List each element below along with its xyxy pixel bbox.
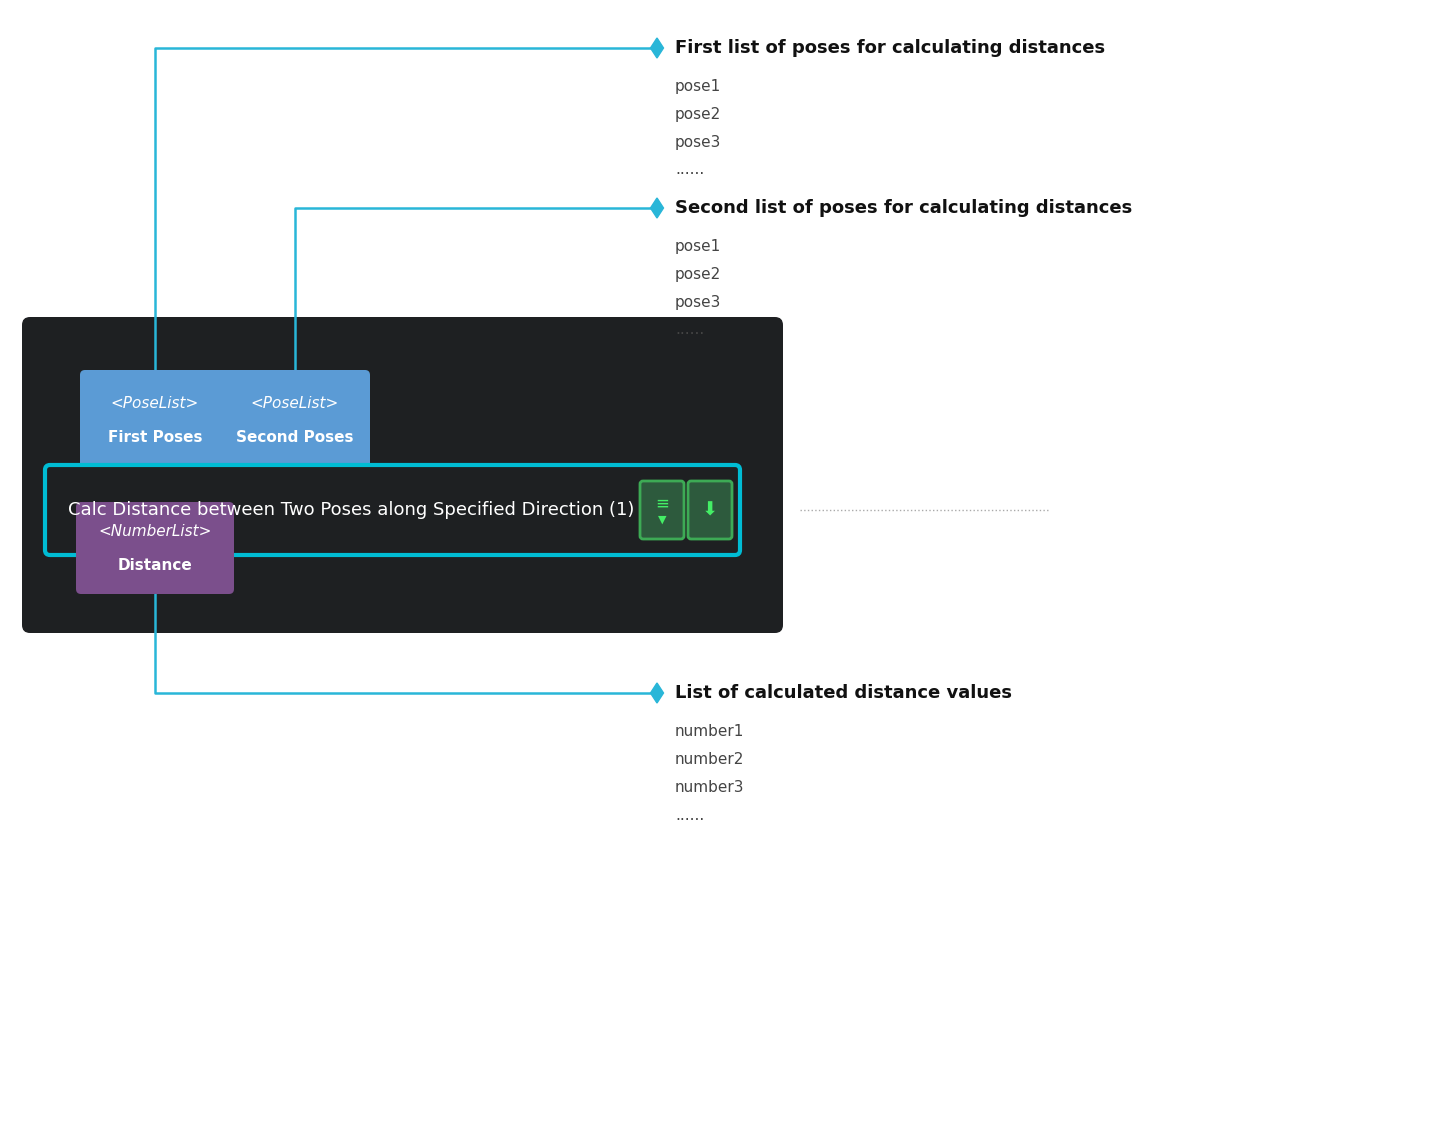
Text: ▼: ▼ [658, 515, 666, 525]
Text: ≡: ≡ [655, 495, 669, 513]
Text: number2: number2 [675, 751, 744, 767]
FancyBboxPatch shape [76, 502, 234, 594]
Text: <PoseList>: <PoseList> [111, 397, 199, 411]
Text: number1: number1 [675, 723, 744, 739]
Polygon shape [650, 198, 663, 217]
Text: List of calculated distance values: List of calculated distance values [675, 684, 1012, 702]
Text: <PoseList>: <PoseList> [251, 397, 339, 411]
Polygon shape [650, 683, 663, 703]
Text: pose2: pose2 [675, 106, 721, 121]
Text: number3: number3 [675, 779, 744, 795]
FancyBboxPatch shape [688, 481, 733, 539]
Text: Second list of poses for calculating distances: Second list of poses for calculating dis… [675, 200, 1132, 217]
Text: pose3: pose3 [675, 295, 721, 309]
Text: Distance: Distance [118, 558, 192, 574]
Text: ......: ...... [675, 163, 704, 177]
Text: Calc Distance between Two Poses along Specified Direction (1): Calc Distance between Two Poses along Sp… [68, 501, 634, 519]
FancyBboxPatch shape [45, 465, 740, 555]
FancyBboxPatch shape [79, 370, 231, 470]
Text: First Poses: First Poses [108, 430, 202, 445]
Text: pose3: pose3 [675, 135, 721, 149]
Text: ......: ...... [675, 807, 704, 823]
Text: pose1: pose1 [675, 78, 721, 93]
Text: <NumberList>: <NumberList> [98, 525, 212, 539]
FancyBboxPatch shape [221, 370, 371, 470]
Text: First list of poses for calculating distances: First list of poses for calculating dist… [675, 39, 1105, 57]
FancyBboxPatch shape [22, 317, 783, 633]
Text: ......: ...... [675, 323, 704, 337]
Text: ⬇: ⬇ [702, 500, 718, 519]
Text: pose2: pose2 [675, 267, 721, 281]
Text: Second Poses: Second Poses [236, 430, 353, 445]
Text: pose1: pose1 [675, 239, 721, 253]
Polygon shape [650, 38, 663, 58]
FancyBboxPatch shape [640, 481, 684, 539]
